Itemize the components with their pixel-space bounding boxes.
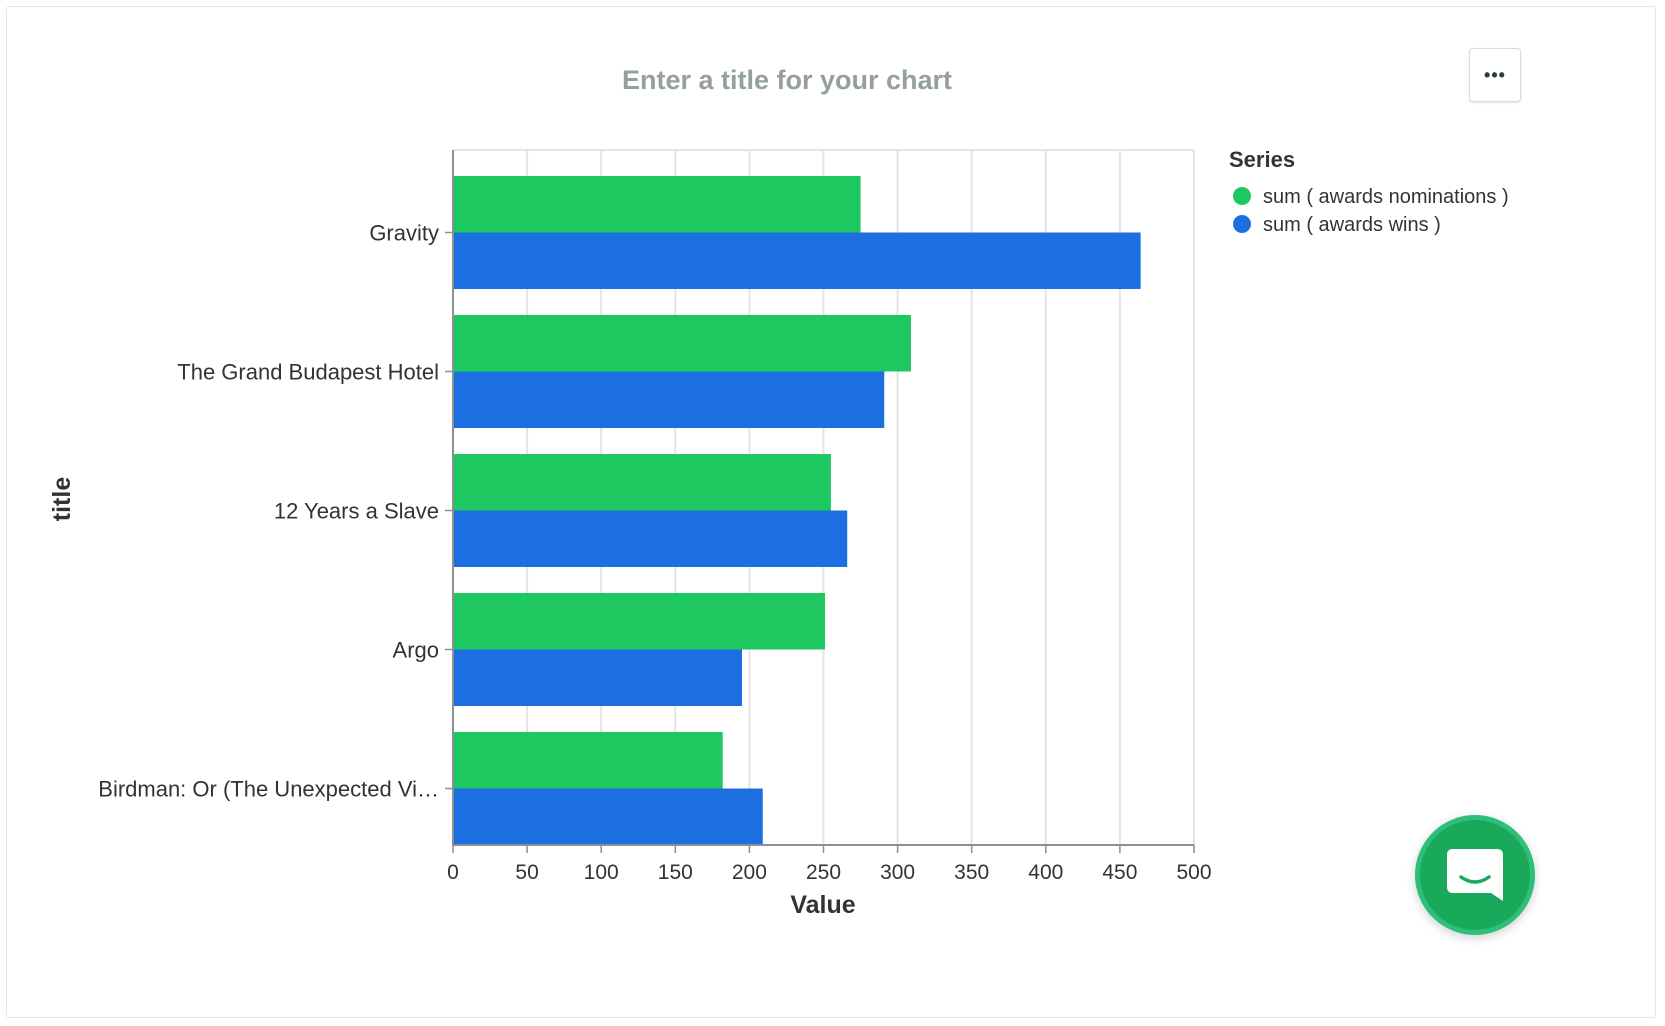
x-tick-label: 250 — [806, 861, 841, 884]
y-tick-label: Gravity — [369, 221, 439, 246]
legend: sum ( awards nominations ) sum ( awards w… — [1233, 186, 1509, 236]
x-tick-label: 0 — [447, 861, 459, 884]
axes: 0 50 100 150 200 250 300 350 400 450 500 Gravity The… — [98, 150, 1212, 884]
x-tick-label: 100 — [584, 861, 619, 884]
x-tick-label: 500 — [1176, 861, 1211, 884]
bar — [453, 788, 763, 845]
bar — [453, 649, 742, 706]
chart-menu-button[interactable]: ••• — [1469, 48, 1521, 102]
chat-button[interactable] — [1415, 815, 1535, 935]
x-tick-label: 350 — [954, 861, 989, 884]
legend-entry: sum ( awards wins ) — [1263, 214, 1441, 236]
chat-bubble-icon — [1447, 849, 1503, 901]
legend-entry: sum ( awards nominations ) — [1263, 186, 1509, 208]
legend-swatch — [1233, 215, 1251, 233]
x-tick-label: 200 — [732, 861, 767, 884]
x-tick-label: 400 — [1028, 861, 1063, 884]
bar — [453, 176, 861, 233]
bar — [453, 732, 723, 789]
x-tick-label: 50 — [515, 861, 538, 884]
chart-title[interactable]: Enter a title for your chart — [621, 65, 953, 95]
x-tick-label: 300 — [880, 861, 915, 884]
bar — [453, 315, 911, 372]
y-tick-label: Argo — [393, 638, 439, 663]
bar — [453, 593, 825, 650]
bars — [453, 176, 1141, 845]
bar — [453, 232, 1141, 289]
y-axis-label: title — [48, 477, 76, 522]
y-tick-label: The Grand Budapest Hotel — [177, 360, 439, 385]
x-axis-label: Value — [790, 891, 855, 919]
y-tick-label: 12 Years a Slave — [274, 499, 439, 524]
bar — [453, 371, 885, 428]
legend-swatch — [1233, 187, 1251, 205]
bar — [453, 454, 831, 511]
bar — [453, 510, 848, 567]
ellipsis-icon: ••• — [1484, 64, 1506, 85]
x-tick-label: 150 — [658, 861, 693, 884]
x-tick-label: 450 — [1102, 861, 1137, 884]
y-tick-label: Birdman: Or (The Unexpected Vi… — [98, 777, 439, 802]
legend-title: Series — [1229, 147, 1295, 172]
